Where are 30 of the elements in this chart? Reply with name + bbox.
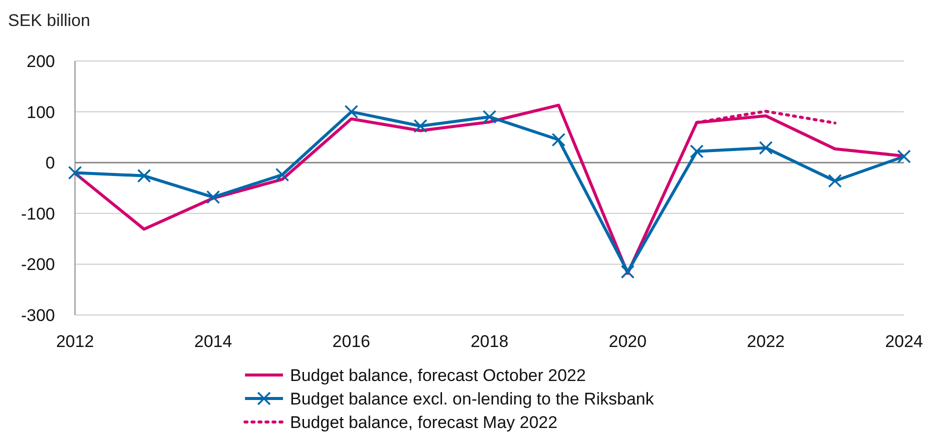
point <box>897 150 911 164</box>
x-tick-label: 2012 <box>56 332 94 351</box>
x-tick-label: 2022 <box>746 332 785 351</box>
point <box>758 140 773 155</box>
legend-label: Budget balance, forecast May 2022 <box>290 412 558 432</box>
legend-label: Budget balance, forecast October 2022 <box>290 366 586 385</box>
point <box>275 168 290 182</box>
legend-label: Budget balance excl. on-lending to the Riksbank <box>290 389 654 408</box>
point <box>482 110 496 124</box>
point <box>552 132 566 147</box>
y-axis-title: SEK billion <box>8 11 90 30</box>
point <box>137 168 151 183</box>
point <box>68 166 82 180</box>
point <box>344 104 358 119</box>
x-tick-label: 2020 <box>608 332 647 351</box>
y-tick-label: 100 <box>26 102 55 122</box>
y-tick-label: 200 <box>26 52 55 71</box>
x-tick-label: 2018 <box>470 332 508 351</box>
point <box>620 264 635 279</box>
point <box>414 119 428 133</box>
point <box>828 174 842 188</box>
x-tick-label: 2016 <box>332 332 370 351</box>
y-tick-label: 0 <box>46 154 55 173</box>
point <box>206 190 220 204</box>
x-tick-label: 2024 <box>885 332 923 351</box>
y-tick-label: -300 <box>20 306 55 325</box>
point <box>690 144 704 158</box>
x-tick-label: 2014 <box>194 332 232 351</box>
y-tick-label: -100 <box>20 204 55 224</box>
y-tick-label: -200 <box>20 255 55 274</box>
